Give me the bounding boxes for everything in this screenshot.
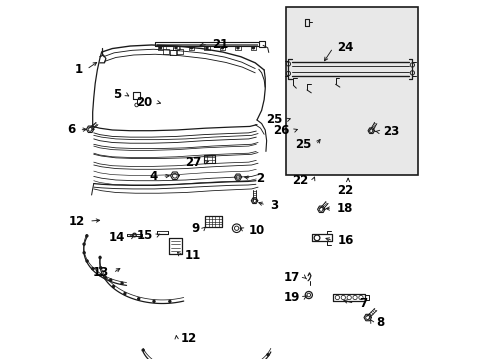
Text: 20: 20 (136, 96, 152, 109)
Text: 5: 5 (113, 88, 122, 101)
Circle shape (236, 47, 239, 49)
Text: 12: 12 (68, 215, 84, 228)
Text: 25: 25 (265, 113, 282, 126)
Circle shape (137, 298, 140, 300)
Circle shape (142, 349, 144, 351)
Text: 10: 10 (248, 224, 264, 237)
FancyBboxPatch shape (285, 7, 417, 175)
Circle shape (83, 252, 85, 254)
Text: 22: 22 (336, 184, 352, 197)
Text: 17: 17 (284, 271, 300, 284)
Text: 14: 14 (109, 231, 125, 244)
Text: 7: 7 (358, 297, 366, 310)
Text: 16: 16 (337, 234, 353, 247)
Text: 2: 2 (255, 172, 264, 185)
Circle shape (99, 256, 101, 258)
Circle shape (83, 243, 85, 245)
Circle shape (175, 47, 177, 49)
Text: 18: 18 (336, 202, 352, 215)
Text: 3: 3 (270, 198, 278, 212)
Text: 19: 19 (283, 291, 300, 304)
Text: 15: 15 (136, 229, 152, 242)
Text: 21: 21 (212, 38, 228, 51)
Text: 24: 24 (337, 41, 353, 54)
Text: 22: 22 (292, 174, 308, 187)
Circle shape (85, 235, 88, 237)
Circle shape (112, 285, 114, 288)
Circle shape (123, 293, 126, 295)
Text: 8: 8 (376, 316, 384, 329)
Circle shape (168, 300, 171, 302)
Text: 11: 11 (184, 248, 201, 261)
Text: 25: 25 (295, 139, 311, 152)
Text: 27: 27 (184, 156, 201, 168)
Circle shape (159, 47, 162, 49)
Text: 6: 6 (67, 123, 75, 136)
Text: 13: 13 (92, 266, 108, 279)
Text: 26: 26 (273, 124, 289, 137)
Text: 23: 23 (382, 125, 398, 138)
Circle shape (221, 47, 223, 49)
Circle shape (104, 276, 106, 279)
Circle shape (100, 267, 102, 269)
Circle shape (190, 47, 192, 49)
Circle shape (91, 267, 94, 270)
Circle shape (153, 300, 155, 302)
Text: 4: 4 (149, 170, 158, 183)
Text: 9: 9 (190, 222, 199, 235)
Circle shape (121, 282, 123, 284)
Circle shape (266, 354, 268, 356)
Circle shape (86, 260, 88, 262)
Text: 1: 1 (74, 63, 82, 76)
Text: 12: 12 (181, 333, 197, 346)
Circle shape (109, 279, 112, 281)
Circle shape (252, 47, 254, 49)
Circle shape (100, 274, 102, 276)
Circle shape (205, 47, 207, 49)
